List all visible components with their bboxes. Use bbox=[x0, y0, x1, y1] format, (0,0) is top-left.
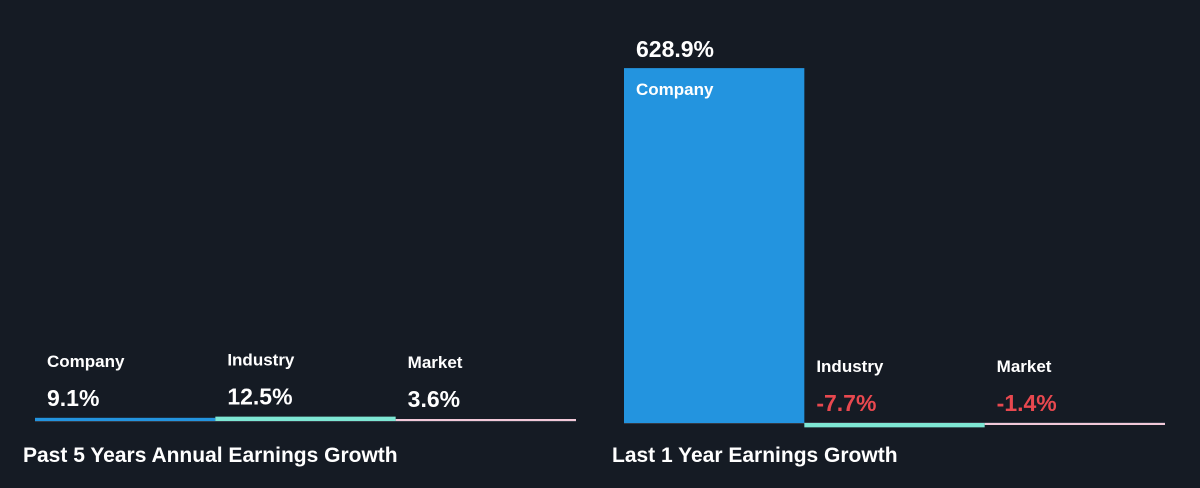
value-label-industry-past-5-years: 12.5% bbox=[227, 384, 292, 410]
category-label-industry-last-1-year: Industry bbox=[816, 357, 884, 376]
value-label-company-last-1-year: 628.9% bbox=[636, 36, 714, 62]
bar-company-last-1-year bbox=[624, 68, 805, 424]
chart-title-past-5-years: Past 5 Years Annual Earnings Growth bbox=[23, 444, 398, 467]
category-label-industry-past-5-years: Industry bbox=[227, 351, 295, 370]
category-label-market-past-5-years: Market bbox=[408, 353, 463, 372]
value-label-company-past-5-years: 9.1% bbox=[47, 385, 99, 411]
value-label-market-last-1-year: -1.4% bbox=[997, 390, 1057, 416]
bar-market-past-5-years bbox=[395, 419, 576, 421]
category-label-market-last-1-year: Market bbox=[997, 357, 1052, 376]
category-label-company-last-1-year: Company bbox=[636, 80, 714, 99]
bar-market-last-1-year bbox=[984, 423, 1165, 425]
bar-industry-last-1-year bbox=[804, 423, 985, 428]
value-label-market-past-5-years: 3.6% bbox=[408, 386, 460, 412]
bar-industry-past-5-years bbox=[215, 416, 396, 421]
category-label-company-past-5-years: Company bbox=[47, 352, 125, 371]
chart-title-last-1-year: Last 1 Year Earnings Growth bbox=[612, 444, 898, 467]
bar-company-past-5-years bbox=[35, 417, 216, 421]
value-label-industry-last-1-year: -7.7% bbox=[816, 390, 876, 416]
